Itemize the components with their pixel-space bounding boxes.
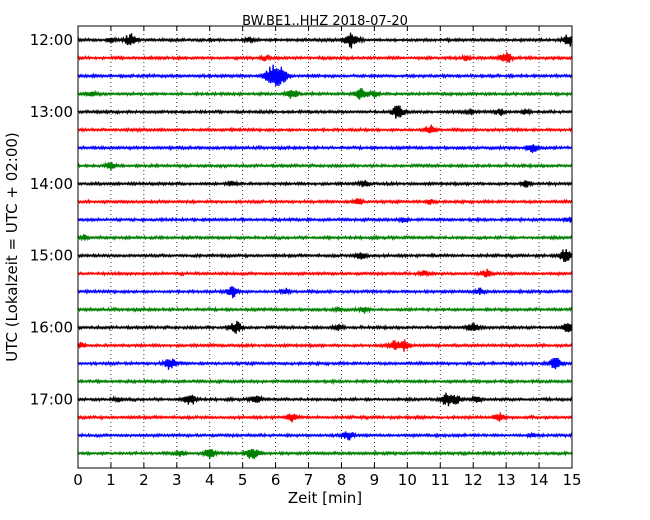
trace-1400 (77, 179, 573, 188)
y-tick-label: 17:00 (30, 390, 73, 408)
trace-1745 (77, 448, 573, 460)
y-tick-label: 13:00 (30, 103, 73, 121)
trace-1245 (77, 88, 573, 100)
y-tick-label: 15:00 (30, 247, 73, 265)
x-tick-label: 3 (172, 471, 182, 489)
y-tick-label: 12:00 (30, 31, 73, 49)
x-tick-label: 1 (106, 471, 116, 489)
trace-1300 (77, 105, 573, 119)
x-tick-label: 15 (562, 471, 581, 489)
x-tick-label: 0 (73, 471, 83, 489)
plot-frame (77, 25, 573, 469)
trace-1415 (77, 198, 573, 206)
trace-1630 (77, 357, 573, 370)
trace-1700 (77, 392, 573, 407)
x-tick-label: 7 (304, 471, 314, 489)
trace-1500 (77, 248, 573, 262)
y-axis: 12:00 13:00 14:00 15:00 16:00 17:00 (30, 31, 572, 408)
y-tick-label: 16:00 (30, 319, 73, 337)
y-axis-label: UTC (Lokalzeit = UTC + 02:00) (3, 132, 21, 362)
trace-series (77, 32, 573, 460)
trace-1330 (77, 144, 573, 153)
trace-1600 (77, 320, 573, 334)
y-tick-label: 14:00 (30, 175, 73, 193)
x-axis: 0 1 2 3 4 5 6 7 8 9 10 11 12 13 14 15 (73, 26, 582, 489)
trace-1530 (77, 285, 573, 299)
x-tick-label: 5 (238, 471, 248, 489)
trace-1215 (77, 51, 573, 63)
trace-1715 (77, 412, 573, 423)
x-tick-label: 10 (398, 471, 417, 489)
trace-1345 (77, 161, 573, 171)
x-tick-label: 8 (337, 471, 347, 489)
trace-1645 (77, 378, 573, 386)
trace-1200 (77, 32, 573, 49)
x-tick-label: 9 (370, 471, 380, 489)
trace-1230 (77, 64, 573, 87)
x-axis-label: Zeit [min] (288, 489, 362, 507)
trace-1315 (77, 124, 573, 134)
grid-lines (110, 26, 540, 468)
x-tick-label: 11 (431, 471, 450, 489)
x-tick-label: 6 (271, 471, 281, 489)
trace-1615 (77, 339, 573, 352)
x-tick-label: 2 (139, 471, 149, 489)
trace-1545 (77, 305, 573, 314)
x-tick-label: 14 (530, 471, 549, 489)
trace-1515 (77, 268, 573, 278)
trace-1445 (77, 234, 573, 242)
x-tick-label: 13 (497, 471, 516, 489)
x-tick-label: 12 (464, 471, 483, 489)
trace-1430 (77, 215, 573, 224)
trace-1730 (77, 431, 573, 441)
x-tick-label: 4 (205, 471, 215, 489)
chart-title: BW.BE1..HHZ 2018-07-20 (242, 14, 408, 29)
